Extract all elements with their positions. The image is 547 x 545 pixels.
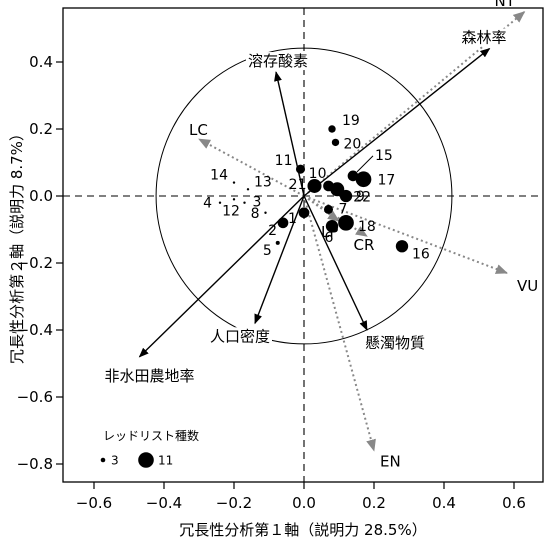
env-arrow: [254, 195, 305, 325]
env-label-bg: [459, 28, 509, 47]
species-label-vu: VU: [517, 277, 538, 295]
site-label: 7: [339, 201, 348, 217]
site-label: 1: [288, 211, 297, 227]
site-point: [243, 201, 246, 204]
env-label-bg: [102, 366, 197, 385]
site-point: [232, 198, 236, 201]
y-tick-label: −0.2: [17, 254, 53, 272]
env-label: 人口密度: [210, 327, 270, 345]
site-label: 13: [254, 174, 272, 190]
correlation-circle: [155, 47, 453, 345]
env-label-bg: [363, 334, 427, 352]
site-label: 22: [353, 189, 371, 205]
species-arrow-en: [303, 195, 376, 452]
site-label: 15: [375, 148, 393, 164]
env-arrow: [303, 195, 368, 331]
site-label: 16: [412, 246, 430, 262]
site-point: [395, 240, 409, 253]
y-tick-label: −0.6: [17, 388, 53, 406]
x-tick-label: −0.4: [146, 494, 182, 512]
y-tick-label: −0.4: [17, 321, 53, 339]
site-point: [295, 164, 306, 174]
site-label: 12: [222, 203, 240, 219]
species-label-lc: LC: [189, 121, 208, 139]
env-arrow: [274, 71, 305, 197]
env-label-bg: [208, 327, 272, 346]
env-label: 非水田農地率: [105, 367, 195, 385]
x-tick-label: 0.0: [292, 494, 316, 512]
site-point: [232, 181, 236, 184]
species-label-nt: NT: [495, 0, 516, 10]
site-point: [347, 170, 359, 182]
site-point: [298, 207, 310, 219]
site-point: [355, 171, 372, 188]
legend-marker-small: [100, 457, 106, 463]
site-point: [277, 217, 289, 229]
site-label: 20: [344, 136, 362, 152]
y-axis-title: 冗長性分析第２軸（説明力 8.7%）: [8, 126, 26, 364]
legend: レッドリスト種数 3 11: [100, 428, 199, 468]
site-point: [307, 178, 322, 193]
x-tick-label: 0.2: [362, 494, 386, 512]
species-arrow-lp: [303, 195, 340, 222]
env-label: 森林率: [462, 29, 507, 47]
site-label: 11: [275, 153, 293, 169]
site-label: 4: [203, 196, 212, 212]
env-label: 懸濁物質: [365, 334, 425, 352]
site-label: 6: [325, 230, 334, 246]
y-tick-label: −0.8: [17, 455, 53, 473]
species-arrow-vu: [303, 195, 508, 274]
site-label: 14: [210, 168, 228, 184]
site-point: [275, 240, 280, 245]
site-point: [331, 138, 340, 147]
x-tick-label: 0.6: [502, 494, 526, 512]
site-point: [338, 214, 354, 231]
species-label-cr: CR: [354, 236, 375, 254]
y-tick-label: 0.2: [29, 120, 53, 138]
site-point: [264, 211, 267, 214]
site-label: 2: [268, 223, 277, 239]
site-point: [246, 188, 250, 191]
site-leader-line: [356, 155, 374, 173]
site-label: 21: [289, 177, 307, 193]
env-label: 溶存酸素: [248, 52, 308, 70]
site-point: [328, 125, 336, 133]
x-axis-ticks: −0.6 −0.4 −0.2 0.0 0.2 0.4 0.6: [76, 482, 526, 512]
site-point: [218, 201, 222, 204]
x-axis-title: 冗長性分析第１軸（説明力 28.5%）: [179, 521, 426, 539]
plot-frame: [62, 7, 544, 483]
y-axis-ticks: −0.8 −0.6 −0.4 −0.2 0.0 0.2 0.4: [17, 53, 63, 473]
legend-title: レッドリスト種数: [103, 428, 199, 443]
site-point: [323, 204, 334, 214]
y-tick-label: 0.0: [29, 187, 53, 205]
legend-label-large: 11: [158, 454, 173, 468]
site-label: 18: [358, 219, 376, 235]
env-label-bg: [246, 52, 310, 71]
x-tick-label: −0.2: [216, 494, 252, 512]
y-tick-label: 0.4: [29, 53, 53, 71]
env-arrow: [138, 195, 305, 358]
legend-marker-large: [138, 452, 154, 468]
site-label: 9: [356, 189, 365, 205]
x-tick-label: −0.6: [76, 494, 112, 512]
x-tick-label: 0.4: [432, 494, 456, 512]
zero-lines: [63, 8, 543, 482]
env-arrow: [303, 47, 491, 197]
site-point: [330, 182, 345, 197]
site-point: [325, 219, 339, 233]
site-label: 19: [342, 113, 360, 129]
species-label-en: EN: [380, 453, 401, 471]
site-label: 3: [253, 195, 262, 211]
site-label: 17: [378, 172, 396, 188]
site-label: 10: [309, 166, 327, 182]
site-label: 5: [263, 243, 272, 259]
legend-label-small: 3: [111, 454, 119, 468]
site-label: 8: [251, 206, 260, 222]
